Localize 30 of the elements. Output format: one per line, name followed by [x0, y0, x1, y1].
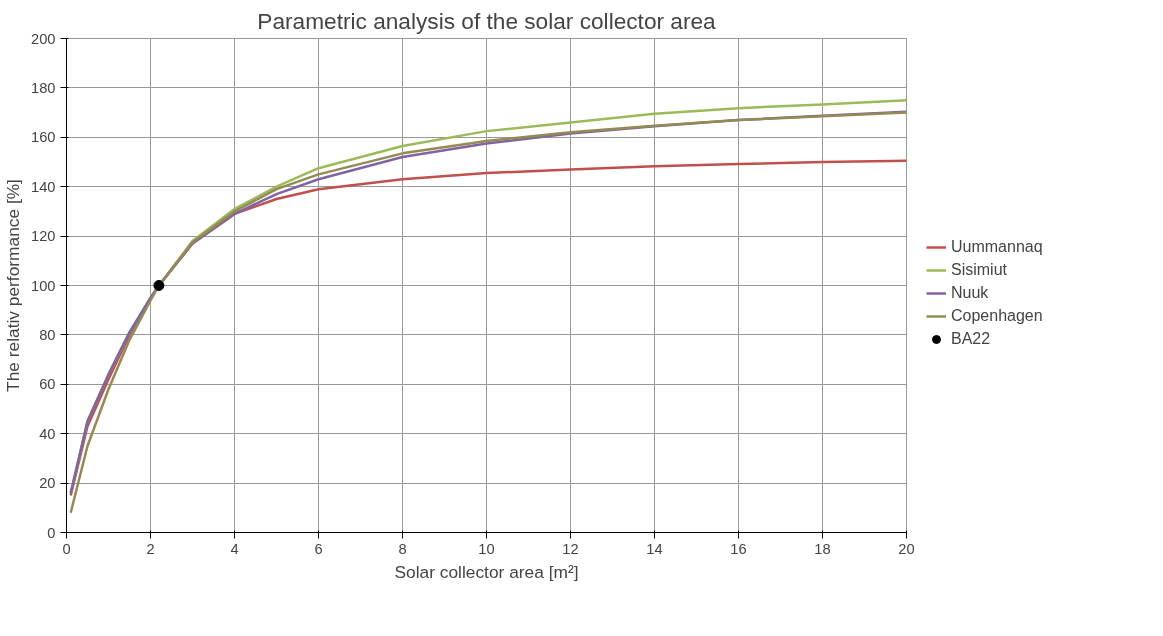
- x-tick-label: 4: [230, 540, 239, 557]
- x-tick-label: 12: [562, 540, 579, 557]
- x-tick-label: 2: [146, 540, 155, 557]
- chart-title: Parametric analysis of the solar collector area: [257, 7, 717, 34]
- y-tick-label: 160: [31, 129, 56, 146]
- y-tick-label: 80: [39, 326, 56, 343]
- y-tick-label: 200: [31, 30, 56, 47]
- y-tick-label: 140: [31, 178, 56, 195]
- x-tick-label: 14: [646, 540, 663, 557]
- y-tick-label: 0: [47, 524, 56, 541]
- x-tick-label: 10: [478, 540, 495, 557]
- x-tick-label: 8: [398, 540, 407, 557]
- y-tick-label: 100: [31, 277, 56, 294]
- y-tick-label: 120: [31, 228, 56, 245]
- legend-label: Uummannaq: [951, 238, 1043, 256]
- legend-label: Nuuk: [951, 284, 989, 302]
- y-tick-label: 60: [39, 376, 56, 393]
- y-tick-label: 20: [39, 475, 56, 492]
- x-tick-label: 16: [730, 540, 747, 557]
- x-tick-label: 18: [814, 540, 831, 557]
- legend-label: BA22: [951, 330, 991, 348]
- y-tick-label: 40: [39, 425, 56, 442]
- legend-label: Sisimiut: [951, 261, 1008, 279]
- y-axis-title: The relativ performance [%]: [3, 179, 24, 392]
- x-tick-label: 20: [898, 540, 915, 557]
- x-axis-title: Solar collector area [m²]: [394, 561, 579, 582]
- x-tick-label: 0: [62, 540, 71, 557]
- y-tick-label: 180: [31, 79, 56, 96]
- x-tick-label: 6: [314, 540, 323, 557]
- legend-label: Copenhagen: [951, 307, 1043, 325]
